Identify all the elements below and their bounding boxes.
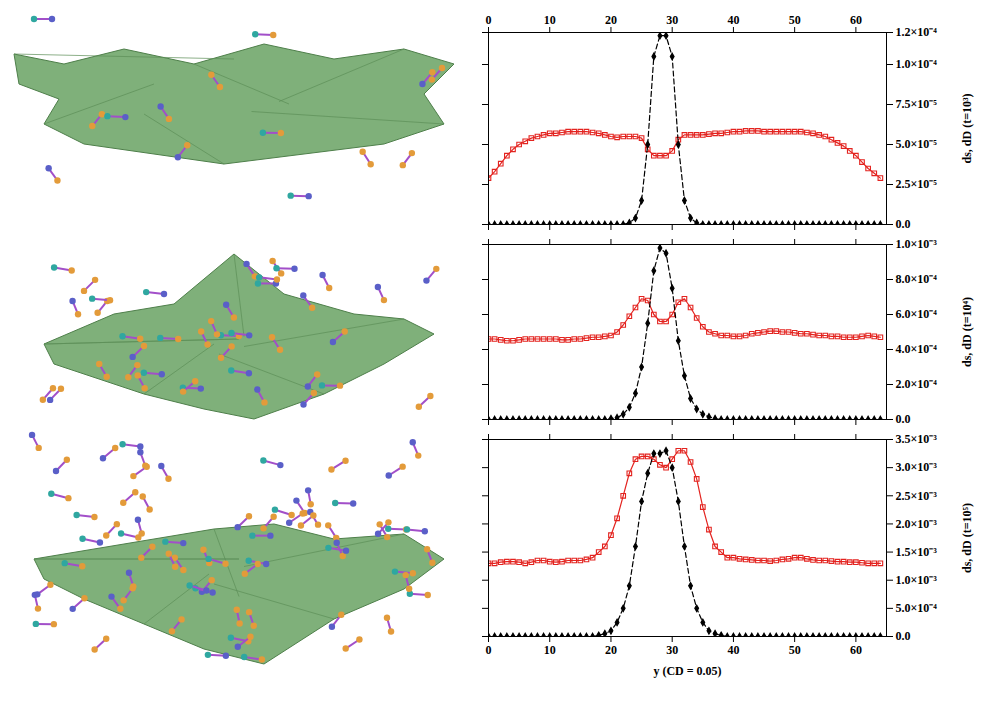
svg-text:0: 0 [486,13,492,27]
svg-text:6.0×10⁻⁴: 6.0×10⁻⁴ [896,307,938,321]
svg-text:0.0: 0.0 [896,629,911,643]
svg-text:10: 10 [544,13,556,27]
svg-text:50: 50 [789,13,801,27]
svg-text:2.5×10⁻⁵: 2.5×10⁻⁵ [896,177,938,191]
svg-text:40: 40 [727,13,739,27]
svg-text:10: 10 [544,643,556,657]
svg-text:2.0×10⁻⁴: 2.0×10⁻⁴ [896,377,938,391]
svg-text:60: 60 [850,643,862,657]
svg-text:1.2×10⁻⁴: 1.2×10⁻⁴ [896,25,938,39]
svg-text:1.0×10⁻³: 1.0×10⁻³ [896,237,938,251]
svg-text:30: 30 [666,13,678,27]
svg-text:20: 20 [605,13,617,27]
svg-text:0: 0 [486,643,492,657]
svg-text:60: 60 [850,13,862,27]
svg-text:1.0×10⁻⁴: 1.0×10⁻⁴ [896,57,938,71]
svg-text:3.0×10⁻³: 3.0×10⁻³ [896,460,938,474]
svg-text:3.5×10⁻³: 3.5×10⁻³ [896,432,938,446]
svg-text:40: 40 [727,643,739,657]
svg-text:0.0: 0.0 [896,412,911,426]
svg-text:5.0×10⁻⁴: 5.0×10⁻⁴ [896,601,938,615]
svg-text:30: 30 [666,643,678,657]
svg-text:0.0: 0.0 [896,217,911,231]
svg-text:2.0×10⁻³: 2.0×10⁻³ [896,517,938,531]
svg-text:ds, dD (t=10³): ds, dD (t=10³) [960,93,974,163]
svg-text:50: 50 [789,643,801,657]
svg-text:ds, dD (t=10⁵): ds, dD (t=10⁵) [960,503,974,573]
svg-text:5.0×10⁻⁵: 5.0×10⁻⁵ [896,137,938,151]
svg-text:4.0×10⁻⁴: 4.0×10⁻⁴ [896,342,938,356]
svg-text:8.0×10⁻⁴: 8.0×10⁻⁴ [896,272,938,286]
svg-text:1.0×10⁻³: 1.0×10⁻³ [896,573,938,587]
svg-text:2.5×10⁻³: 2.5×10⁻³ [896,489,938,503]
svg-text:7.5×10⁻⁵: 7.5×10⁻⁵ [896,97,938,111]
svg-text:20: 20 [605,643,617,657]
svg-text:y (CD = 0.05): y (CD = 0.05) [653,664,721,678]
svg-text:1.5×10⁻³: 1.5×10⁻³ [896,545,938,559]
svg-text:ds, dD (t=10⁴): ds, dD (t=10⁴) [960,297,974,367]
